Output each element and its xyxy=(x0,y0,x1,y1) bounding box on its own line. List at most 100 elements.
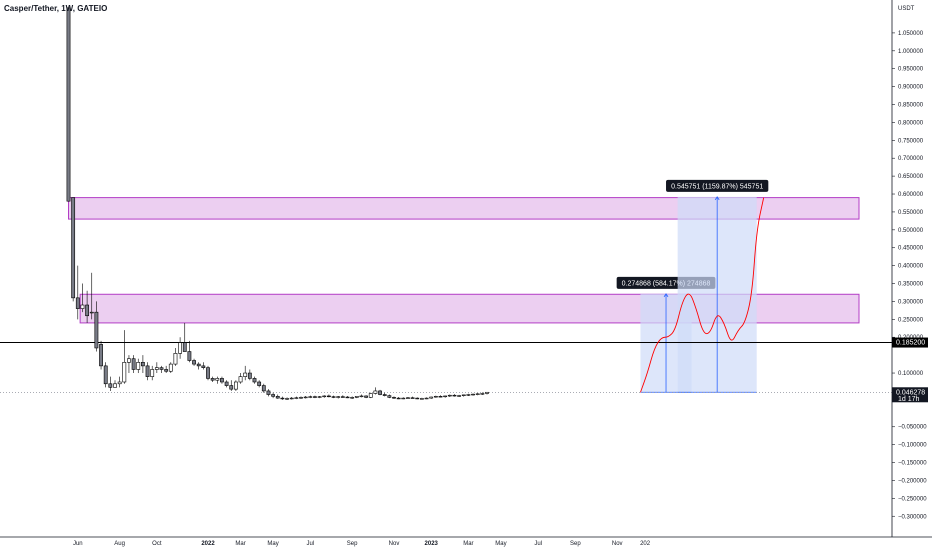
candle-body xyxy=(247,372,252,379)
candle-body xyxy=(234,381,238,390)
bar-countdown-label: 1d 17h xyxy=(898,396,920,403)
x-tick-label: Jul xyxy=(534,541,542,547)
candle-body xyxy=(480,393,485,395)
y-tick-label: 0.450000 xyxy=(898,246,924,252)
candle-body xyxy=(85,304,90,317)
candle-body xyxy=(382,394,387,396)
candle-body xyxy=(429,396,434,399)
candle-body xyxy=(266,390,271,395)
candle-body xyxy=(443,395,448,398)
x-tick-label: Nov xyxy=(612,541,623,547)
x-tick-label: Mar xyxy=(463,541,473,547)
candle-body xyxy=(150,369,155,377)
price-axis-bg xyxy=(892,0,932,550)
measure-label-2: 0.545751 (1159.87%) 545751 xyxy=(671,183,763,190)
y-tick-label: −0.200000 xyxy=(898,478,927,484)
x-tick-label: Aug xyxy=(114,541,125,547)
candle-body xyxy=(466,394,471,396)
candle-body xyxy=(131,358,136,370)
x-tick-label: Oct xyxy=(152,541,162,547)
measure-arrowhead-1 xyxy=(663,293,669,298)
candle-body xyxy=(424,397,429,400)
y-tick-label: 0.850000 xyxy=(898,103,924,109)
x-tick-label: Mar xyxy=(235,541,245,547)
candle-body xyxy=(475,393,480,395)
y-tick-label: 1.050000 xyxy=(898,31,924,37)
candle-body xyxy=(89,311,94,314)
candle-body xyxy=(127,358,131,363)
candle-body xyxy=(299,397,303,399)
candle-body xyxy=(308,396,313,398)
candles-group xyxy=(66,7,489,400)
candle-body xyxy=(275,396,280,399)
candle-body xyxy=(117,381,122,385)
x-tick-label: May xyxy=(495,541,506,547)
candle-body xyxy=(99,344,103,367)
y-tick-label: 0.100000 xyxy=(898,371,924,377)
candle-body xyxy=(145,365,150,377)
x-tick-label: 2023 xyxy=(425,541,439,547)
y-tick-label: 0.900000 xyxy=(898,85,924,91)
candle-body xyxy=(396,397,401,400)
symbol-title: Casper/Tether, 1W, GATEIO xyxy=(4,4,108,13)
candle-body xyxy=(461,394,466,396)
candle-body xyxy=(471,393,475,396)
candle-body xyxy=(122,362,127,383)
y-tick-label: 0.700000 xyxy=(898,156,924,162)
candle-body xyxy=(345,396,350,399)
candle-body xyxy=(164,369,169,372)
candle-body xyxy=(359,395,364,398)
candle-body xyxy=(215,378,220,381)
candle-body xyxy=(94,311,99,349)
candle-body xyxy=(141,362,145,367)
candle-body xyxy=(80,304,85,309)
candle-body xyxy=(447,394,452,397)
y-tick-label: 0.600000 xyxy=(898,192,924,198)
y-tick-label: 0.250000 xyxy=(898,317,924,323)
current-price-badge xyxy=(892,387,928,403)
candle-body xyxy=(326,395,331,398)
resistance-zone-1 xyxy=(68,197,860,220)
candle-body xyxy=(392,397,396,399)
measure-label-bg-2 xyxy=(666,179,769,192)
y-tick-label: 1.000000 xyxy=(898,49,924,55)
y-tick-label: −0.300000 xyxy=(898,514,927,520)
candle-body xyxy=(196,363,201,367)
y-tick-label: −0.150000 xyxy=(898,461,927,467)
candle-body xyxy=(220,378,224,383)
candle-body xyxy=(317,396,322,398)
candle-body xyxy=(336,396,341,398)
y-tick-label: 0.650000 xyxy=(898,174,924,180)
x-tick-label: Sep xyxy=(570,541,581,547)
candle-body xyxy=(354,396,359,398)
candle-body xyxy=(285,398,289,400)
candle-body xyxy=(238,376,243,383)
measure-label-1: 0.274868 (584.17%) 274868 xyxy=(622,280,711,287)
current-price-label: 0.046278 xyxy=(896,389,925,396)
projection-path xyxy=(640,197,765,393)
candle-body xyxy=(419,398,424,400)
candle-body xyxy=(178,342,183,354)
y-tick-label: 0.800000 xyxy=(898,120,924,126)
candle-body xyxy=(433,396,438,398)
candle-body xyxy=(313,396,317,398)
candle-body xyxy=(438,396,443,398)
candle-body xyxy=(401,397,406,400)
candle-body xyxy=(159,367,164,370)
candle-body xyxy=(257,381,262,386)
candle-body xyxy=(322,395,327,398)
x-tick-label: 202 xyxy=(640,541,651,547)
candle-body xyxy=(271,394,276,397)
price-unit-label: USDT xyxy=(898,6,915,12)
y-tick-label: 0.950000 xyxy=(898,67,924,73)
candle-body xyxy=(210,378,215,381)
candle-body xyxy=(66,7,71,202)
candle-body xyxy=(280,397,285,400)
candle-body xyxy=(289,397,294,400)
level-price-badge xyxy=(892,337,928,348)
level-price-label: 0.185200 xyxy=(896,340,925,347)
candle-body xyxy=(331,396,336,398)
candle-body xyxy=(373,390,378,394)
